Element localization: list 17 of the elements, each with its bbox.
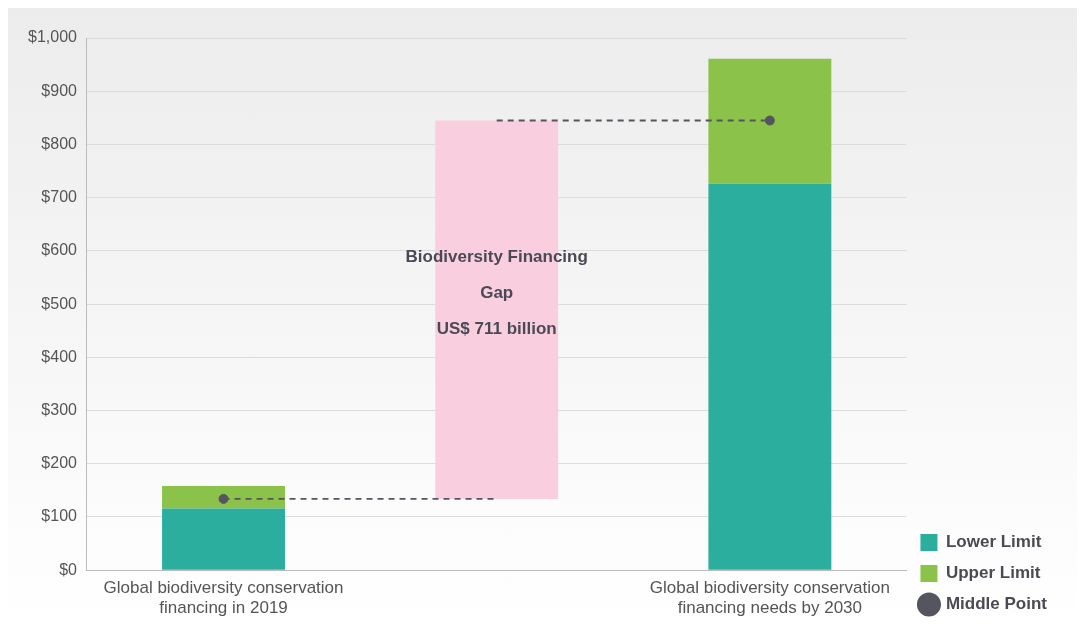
annotation: Biodiversity Financing Gap US$ 711 billion [405,247,588,339]
x-tick-label: Global biodiversity conservation financing in 2019 [103,578,344,618]
y-tick-label: $500 [41,294,78,312]
y-tick-label: $400 [41,347,78,365]
x-tick-label: Global biodiversity conservation financing needs by 2030 [649,578,890,618]
legend-label: Middle Point [945,594,1048,614]
y-tick-label: $100 [41,507,78,525]
y-tick-label: $200 [41,454,78,472]
y-tick-label: $800 [41,134,78,152]
y-tick-label: $300 [41,400,78,418]
legend-label: Upper Limit [945,563,1041,583]
y-tick-label: $0 [59,560,78,578]
y-tick-label: $700 [41,188,78,206]
legend-label: Lower Limit [945,532,1042,552]
y-tick-label: $600 [41,241,78,259]
y-tick-label: $1,000 [28,28,78,46]
y-tick-label: $900 [41,81,78,99]
